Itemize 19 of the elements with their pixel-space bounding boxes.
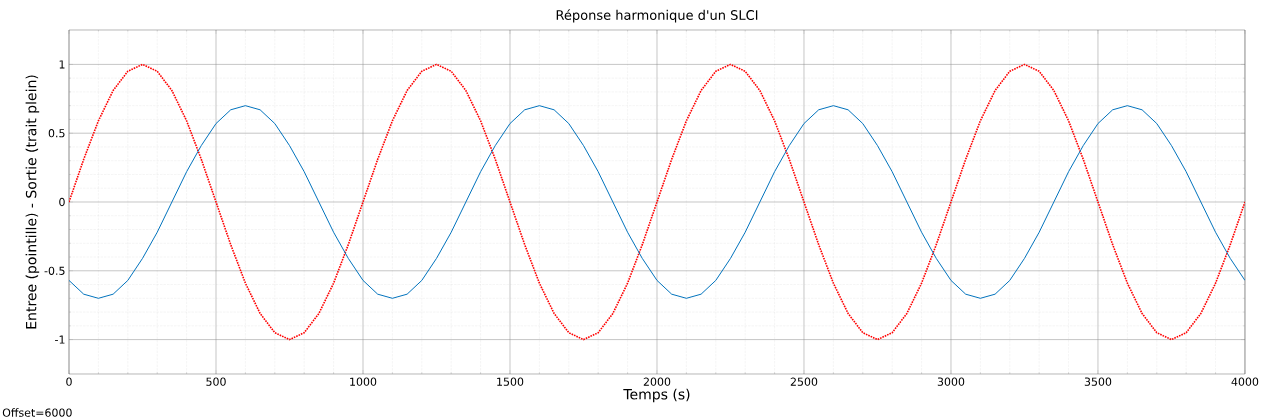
text: Offset=6000 (2, 408, 72, 417)
x-tick-label: 500 (206, 377, 226, 386)
line-series (69, 105, 1245, 299)
chart-title: Réponse harmonique d'un SLCI (556, 9, 758, 23)
y-tick-label: 0 (59, 197, 65, 207)
x-tick-label: 3500 (1084, 377, 1112, 386)
y-tick-label: -0.5 (44, 266, 65, 275)
x-tick-label: 1500 (497, 377, 524, 386)
x-tick-label: 2000 (643, 377, 671, 386)
x-tick-label: 2500 (790, 377, 818, 386)
y-axis-title: Entree (pointille) - Sortie (trait plein) (25, 75, 40, 329)
x-tick-label: 1000 (350, 377, 377, 386)
x-tick-label: 4000 (1231, 377, 1259, 386)
x-tick-label: 0 (66, 377, 72, 386)
y-tick-label: -1 (55, 335, 65, 344)
x-tick-label: 3000 (937, 377, 965, 386)
y-tick-label: 0.5 (48, 129, 65, 138)
y-tick-label: 1 (59, 60, 65, 69)
x-axis-title: Temps (s) (623, 388, 690, 403)
